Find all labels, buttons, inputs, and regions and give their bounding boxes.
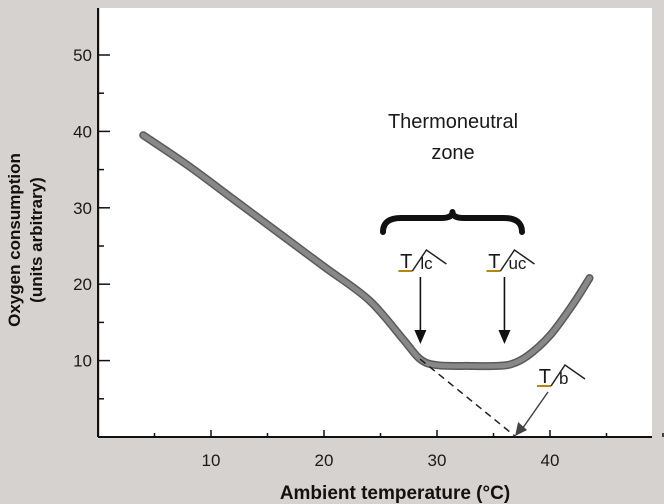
body-temperature-label-subscript: b xyxy=(559,369,568,388)
x-tick-label: 20 xyxy=(315,451,334,470)
y-axis-title-line2: (units arbitrary) xyxy=(27,177,46,303)
body-temperature-label-hat xyxy=(550,363,586,387)
zone-label-line1: Thermoneutral xyxy=(388,111,518,133)
x-axis-title: Ambient temperature (°C) xyxy=(280,483,510,504)
body-temperature-label-T: T xyxy=(539,366,551,388)
extrapolation-dashed-line xyxy=(419,358,517,438)
x-tick-label: 30 xyxy=(428,451,447,470)
axes xyxy=(97,8,652,438)
thermoneutral-brace xyxy=(380,209,525,235)
y-tick-label: 10 xyxy=(73,352,92,371)
upper-critical-label-subscript: uc xyxy=(508,254,526,273)
y-tick-label: 40 xyxy=(73,122,92,141)
upper-critical-arrow-head xyxy=(498,330,511,344)
body-temperature-arrow-head xyxy=(515,422,528,436)
y-tick-label: 30 xyxy=(73,199,92,218)
plot-panel xyxy=(100,8,652,438)
tick-marks xyxy=(98,54,664,437)
lower-critical-arrow-head xyxy=(414,330,427,344)
zone-label-line2: zone xyxy=(431,142,474,164)
upper-critical-label-hat xyxy=(499,248,535,272)
y-axis-title-line1: Oxygen consumption xyxy=(5,153,24,327)
series-group xyxy=(139,131,594,438)
lower-critical-label-subscript: lc xyxy=(420,254,433,273)
y-tick-label: 20 xyxy=(73,275,92,294)
upper-critical-label-T: T xyxy=(488,251,500,273)
x-tick-label: 40 xyxy=(541,451,560,470)
x-tick-label: 10 xyxy=(202,451,221,470)
y-tick-label: 50 xyxy=(73,46,92,65)
tick-labels: 10 20 30 40 10 20 30 40 50 xyxy=(73,46,559,470)
body-temperature-arrow-shaft xyxy=(521,391,549,430)
oxygen-consumption-curve xyxy=(140,132,593,369)
lower-critical-label-T: T xyxy=(400,251,412,273)
lower-critical-label-hat xyxy=(411,248,447,272)
